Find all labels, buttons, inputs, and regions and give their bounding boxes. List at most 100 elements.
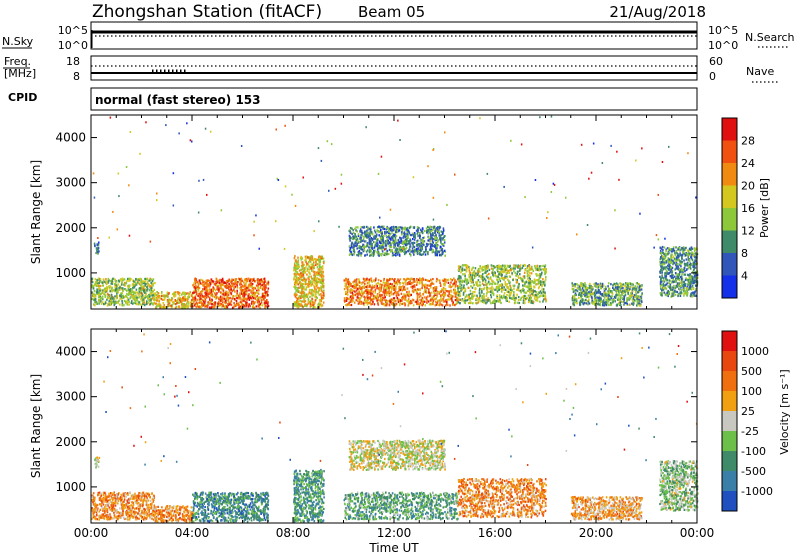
power-cell [295,270,297,273]
power-cell [377,282,380,285]
power-cell [384,284,387,287]
power-cell [130,277,132,281]
power-cell [238,306,240,309]
power-cell [638,299,641,302]
power-cell [478,269,480,273]
power-cell [436,277,438,280]
power-cell [300,304,303,307]
power-cell [360,291,363,295]
power-cell [317,269,320,272]
power-cell [443,235,445,238]
power-cell [408,232,411,235]
power-cell [144,284,146,288]
power-cell [116,292,118,295]
power-cell [415,289,418,292]
power-cell [360,282,363,285]
power-cell [359,293,362,296]
power-cell [409,249,411,252]
power-cell [374,249,376,252]
power-cell [226,294,228,297]
power-cell [155,302,157,305]
power-cell [197,282,200,285]
power-cell [295,304,297,307]
power-cell [357,281,359,284]
power-cell [293,301,296,304]
power-cell [519,289,522,292]
power-cell [255,299,258,302]
power-cell [122,296,125,299]
power-cell [119,288,121,291]
power-cell [419,278,422,281]
power-cell [319,260,322,263]
power-cell [105,290,107,293]
power-cell [320,278,322,281]
power-cell [385,228,388,231]
power-cell [465,269,467,272]
power-cell [442,231,444,234]
power-cell [166,293,169,296]
power-cell [301,268,304,271]
power-cell [480,277,483,280]
power-cell [353,283,356,287]
power-cell [215,292,218,296]
power-cell [374,289,376,292]
power-cell [293,257,296,260]
power-cell [472,274,475,277]
power-cell [486,301,488,304]
power-cell [374,288,377,291]
power-cell [363,235,366,238]
power-cell [403,231,406,234]
power-cell [433,231,436,234]
power-cell [536,293,539,296]
power-cell [488,280,490,283]
power-cell [163,304,165,307]
power-cell [308,265,310,268]
power-cell [267,281,270,284]
power-cell [500,288,502,291]
power-cell [390,243,392,246]
power-cell [358,284,361,288]
power-cell [134,280,136,284]
power-cell [312,306,314,309]
power-cell [483,301,485,304]
power-cell [494,282,496,285]
power-cell [401,281,404,284]
power-cell [134,300,137,303]
power-cell [124,295,126,298]
power-cell [389,301,391,304]
power-cell [97,248,99,251]
power-cell [301,289,303,292]
power-cell [367,231,369,234]
power-cell [512,267,515,270]
power-cell [460,284,463,287]
power-cell [405,244,407,247]
power-cell [230,292,232,295]
power-cell [312,304,315,307]
power-cell [242,305,245,309]
power-cell [521,289,524,292]
power-cell [409,252,411,255]
power-cell [392,297,395,300]
power-cell [420,278,423,281]
power-cell [321,290,324,293]
power-cell [228,291,231,294]
power-cell [153,298,155,301]
power-cell [221,299,223,303]
power-cell [537,279,540,282]
power-cell [106,281,108,284]
power-cell [498,285,500,288]
power-cell [236,282,238,285]
power-cell [232,278,234,281]
power-cell [343,288,346,291]
nave-tick-bottom: 0 [709,70,716,83]
power-cell [395,291,397,294]
power-cell [386,283,388,286]
power-cell [321,286,324,289]
power-cell [492,275,495,278]
power-cell [491,289,494,293]
power-cell [429,248,432,251]
power-cell [239,292,241,295]
power-cell [422,237,424,240]
power-cell [316,258,319,261]
power-cell [303,276,305,279]
